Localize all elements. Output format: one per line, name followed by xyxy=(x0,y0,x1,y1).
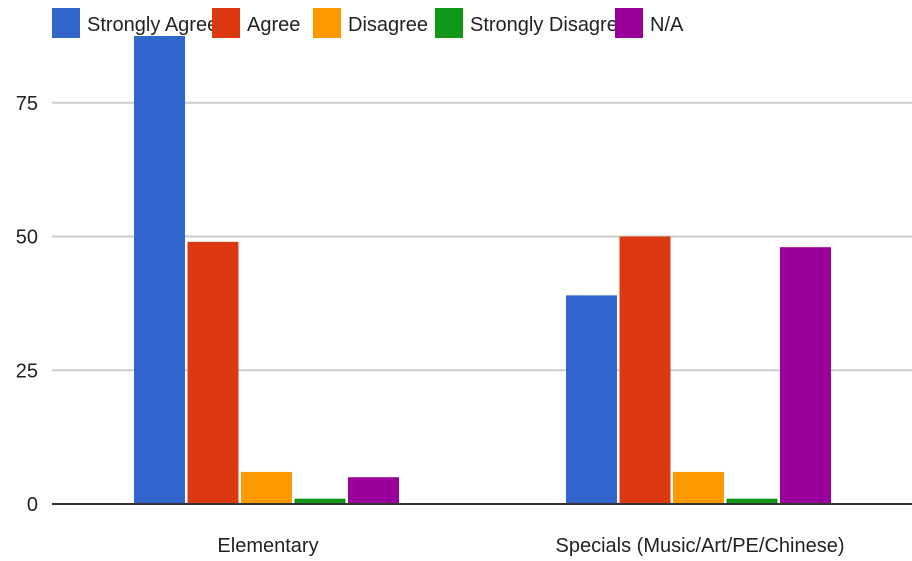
bar-disagree-specials-music-art-pe-chinese xyxy=(673,471,724,504)
bar-agree-elementary xyxy=(187,241,239,504)
legend-label-n-a: N/A xyxy=(650,14,684,36)
y-tick-label: 75 xyxy=(16,93,38,115)
y-axis-ticks: 0 25 50 75 xyxy=(16,93,38,516)
bar-n-a-specials-music-art-pe-chinese xyxy=(780,247,831,504)
legend-swatch-n-a xyxy=(615,8,643,38)
x-category-label: Elementary xyxy=(217,535,318,557)
legend-swatch-strongly-agree xyxy=(52,8,80,38)
bar-strongly-agree-specials-music-art-pe-chinese xyxy=(566,295,617,504)
legend-swatch-strongly-disagree xyxy=(435,8,463,38)
legend-label-agree: Agree xyxy=(247,14,300,36)
y-tick-label: 50 xyxy=(16,227,38,249)
x-category-label: Specials (Music/Art/PE/Chinese) xyxy=(556,535,845,557)
legend-swatch-disagree xyxy=(313,8,341,38)
legend: Strongly Agree Agree Disagree Strongly Disa… xyxy=(52,8,684,38)
y-tick-label: 0 xyxy=(27,494,38,516)
bar-strongly-disagree-elementary xyxy=(294,498,346,504)
x-axis-categories: Elementary Specials (Music/Art/PE/Chinese… xyxy=(217,535,844,557)
y-tick-label: 25 xyxy=(16,360,38,382)
legend-label-strongly-agree: Strongly Agree xyxy=(87,14,218,36)
bar-n-a-elementary xyxy=(348,477,399,504)
bar-disagree-elementary xyxy=(241,471,292,504)
bar-agree-specials-music-art-pe-chinese xyxy=(619,236,671,504)
legend-label-strongly-disagree: Strongly Disagree xyxy=(470,14,629,36)
legend-label-disagree: Disagree xyxy=(348,14,428,36)
legend-swatch-agree xyxy=(212,8,240,38)
bar-strongly-disagree-specials-music-art-pe-chinese xyxy=(726,498,778,504)
bars xyxy=(134,36,831,504)
bar-strongly-agree-elementary xyxy=(134,36,185,504)
